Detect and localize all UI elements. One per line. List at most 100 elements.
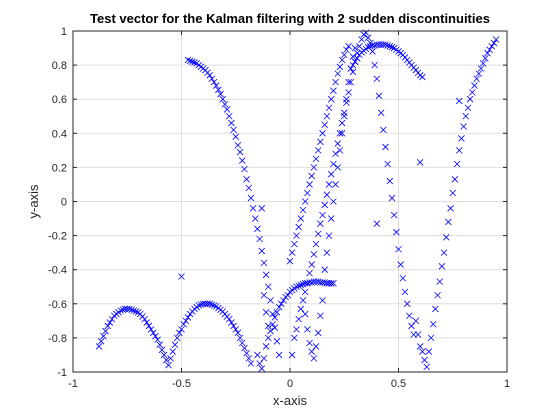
data-point-x-marker xyxy=(455,147,463,154)
data-point-x-marker xyxy=(438,263,446,270)
data-point-x-marker xyxy=(228,119,235,127)
data-point-x-marker xyxy=(462,112,470,120)
y-tick-label: 0.2 xyxy=(52,162,67,174)
data-point-x-marker xyxy=(345,43,352,50)
data-point-x-marker xyxy=(323,249,331,256)
data-point-x-marker xyxy=(106,319,114,326)
data-point-x-marker xyxy=(238,339,246,347)
data-point-x-marker xyxy=(236,148,244,156)
data-point-x-marker xyxy=(373,75,381,83)
data-point-x-marker xyxy=(319,130,326,137)
data-point-x-marker xyxy=(364,34,372,42)
data-point-x-marker xyxy=(258,365,266,372)
data-point-x-marker xyxy=(479,60,487,67)
data-point-x-marker xyxy=(258,247,266,255)
data-point-x-marker xyxy=(308,261,315,268)
data-point-x-marker xyxy=(317,220,324,227)
data-point-x-marker xyxy=(332,150,339,158)
data-point-x-marker xyxy=(271,324,279,331)
data-point-x-marker xyxy=(453,160,461,168)
data-point-x-marker xyxy=(243,176,250,183)
data-point-x-marker xyxy=(184,314,192,321)
data-point-x-marker xyxy=(369,48,376,55)
data-point-x-marker xyxy=(271,314,279,321)
data-point-x-marker xyxy=(345,78,352,86)
data-point-x-marker xyxy=(206,72,213,79)
data-point-x-marker xyxy=(167,355,174,362)
data-point-x-marker xyxy=(210,302,218,309)
data-point-x-marker xyxy=(225,315,233,323)
data-point-x-marker xyxy=(343,99,350,106)
data-point-x-marker xyxy=(482,54,489,62)
data-point-x-marker xyxy=(241,344,248,352)
y-tick-label: 1 xyxy=(61,26,67,38)
data-point-x-marker xyxy=(191,59,198,66)
data-point-x-marker xyxy=(425,348,433,355)
data-point-x-marker xyxy=(225,112,233,120)
data-point-x-marker xyxy=(104,322,112,330)
data-point-x-marker xyxy=(100,332,107,340)
data-point-x-marker xyxy=(403,300,411,308)
data-point-x-marker xyxy=(306,339,313,347)
data-point-x-marker xyxy=(117,307,125,314)
data-point-x-marker xyxy=(238,157,246,164)
data-point-x-marker xyxy=(382,143,389,151)
data-point-x-marker xyxy=(429,320,437,328)
data-point-x-marker xyxy=(423,363,430,371)
data-point-x-marker xyxy=(267,327,274,335)
chart-title: Test vector for the Kalman filtering wit… xyxy=(90,11,490,26)
data-point-x-marker xyxy=(291,240,298,248)
data-point-x-marker xyxy=(295,315,302,323)
data-point-x-marker xyxy=(327,170,335,178)
data-point-x-marker xyxy=(288,351,296,359)
data-point-x-marker xyxy=(251,215,259,222)
data-point-x-marker xyxy=(408,322,415,330)
data-point-x-marker xyxy=(321,201,329,209)
data-point-x-marker xyxy=(330,87,337,94)
data-point-x-marker xyxy=(312,240,320,248)
data-point-x-marker xyxy=(375,92,383,100)
data-point-x-marker xyxy=(178,326,185,333)
data-point-x-marker xyxy=(184,56,192,64)
data-point-x-marker xyxy=(206,300,213,308)
data-point-x-marker xyxy=(308,348,315,355)
data-point-x-marker xyxy=(486,46,493,54)
data-point-x-marker xyxy=(427,334,435,342)
data-point-x-marker xyxy=(293,232,300,239)
data-point-x-marker xyxy=(334,140,342,147)
data-point-x-marker xyxy=(262,309,270,316)
data-point-x-marker xyxy=(349,53,357,60)
data-point-x-marker xyxy=(351,44,359,52)
data-point-x-marker xyxy=(460,123,467,130)
data-point-x-marker xyxy=(419,73,426,81)
data-point-x-marker xyxy=(327,215,335,222)
data-point-x-marker xyxy=(219,95,227,103)
data-point-x-marker xyxy=(367,39,374,47)
data-point-x-marker xyxy=(458,135,465,142)
data-point-x-marker xyxy=(314,230,322,238)
data-point-x-marker xyxy=(178,273,185,280)
data-point-x-marker xyxy=(317,138,324,146)
data-point-x-marker xyxy=(260,291,268,299)
data-point-x-marker xyxy=(108,315,116,323)
data-point-x-marker xyxy=(327,95,335,103)
data-point-x-marker xyxy=(449,189,457,197)
data-point-x-marker xyxy=(377,109,385,117)
data-point-x-marker xyxy=(384,160,391,168)
data-point-x-marker xyxy=(371,61,378,69)
data-point-x-marker xyxy=(152,332,159,340)
data-point-x-marker xyxy=(492,36,500,43)
data-point-x-marker xyxy=(182,317,190,325)
data-point-x-marker xyxy=(215,86,222,94)
y-tick-label: 0.8 xyxy=(52,60,67,72)
data-point-x-marker xyxy=(414,331,422,338)
data-point-x-marker xyxy=(210,78,218,86)
data-point-x-marker xyxy=(314,329,322,337)
data-point-x-marker xyxy=(254,351,261,359)
data-point-x-marker xyxy=(297,281,305,289)
data-point-x-marker xyxy=(280,297,287,304)
data-point-x-marker xyxy=(347,65,355,72)
x-tick-label: 0.5 xyxy=(391,378,406,390)
data-point-x-marker xyxy=(484,49,491,57)
